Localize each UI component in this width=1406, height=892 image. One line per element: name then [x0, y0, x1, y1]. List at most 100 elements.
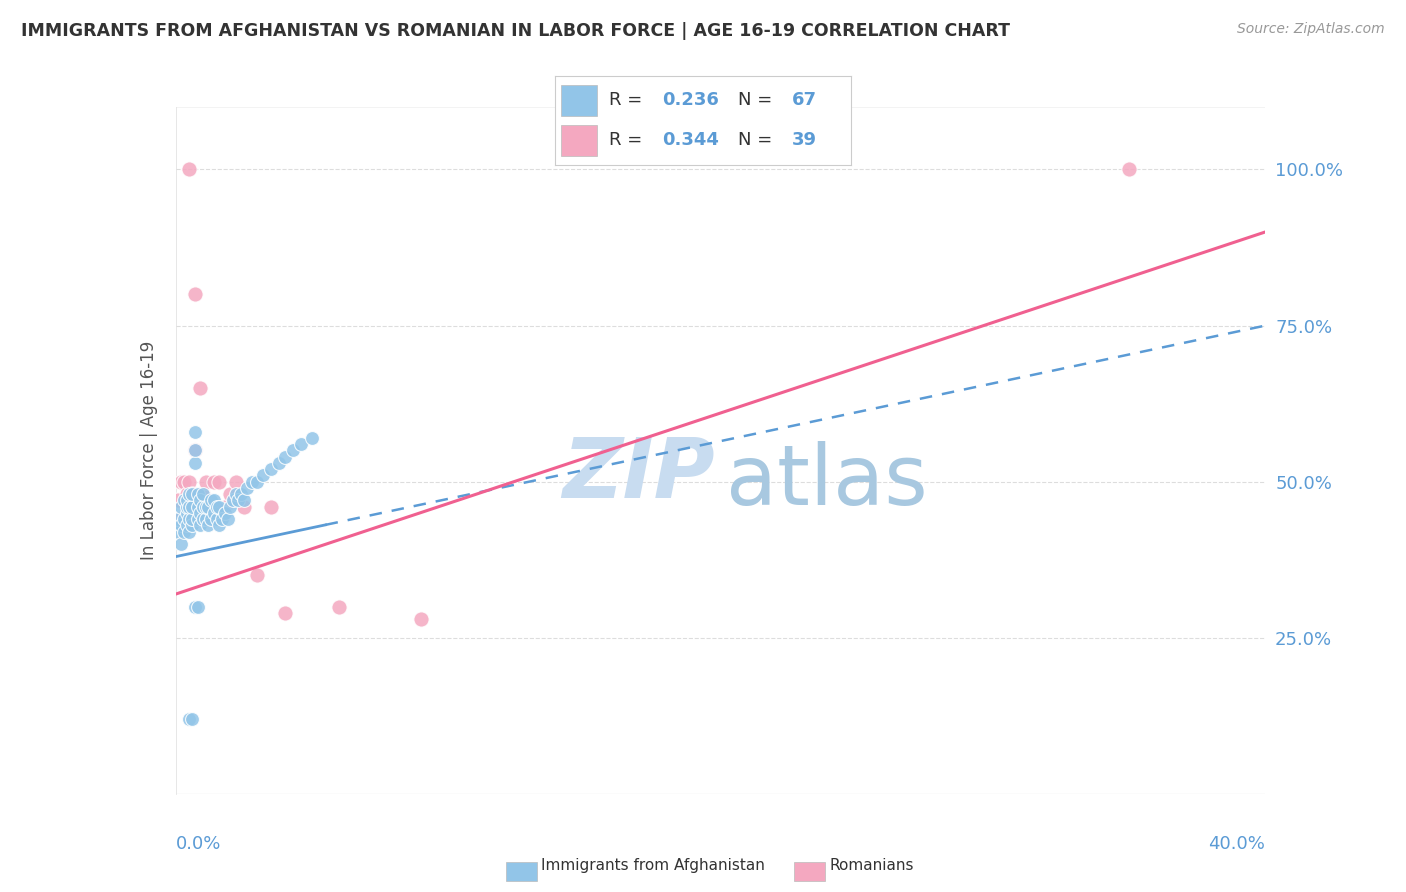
Text: R =: R = — [609, 131, 648, 149]
Point — [205, 500, 228, 514]
Point — [170, 500, 193, 514]
Point — [235, 481, 257, 495]
Point — [181, 512, 204, 526]
Point — [197, 500, 219, 514]
Point — [170, 518, 193, 533]
Point — [176, 512, 198, 526]
Point — [184, 443, 207, 458]
Point — [170, 475, 193, 489]
Point — [281, 443, 304, 458]
Point — [176, 500, 198, 514]
Point — [167, 524, 190, 539]
Point — [225, 487, 247, 501]
Point — [186, 500, 209, 514]
Point — [179, 712, 201, 726]
Point — [290, 437, 312, 451]
Text: Romanians: Romanians — [830, 858, 914, 872]
Point — [197, 518, 219, 533]
Point — [252, 468, 274, 483]
Text: 40.0%: 40.0% — [1209, 835, 1265, 853]
Point — [208, 500, 231, 514]
Point — [231, 487, 253, 501]
Text: 39: 39 — [792, 131, 817, 149]
Point — [179, 512, 201, 526]
Point — [179, 524, 201, 539]
Point — [246, 568, 269, 582]
Point — [197, 500, 219, 514]
Point — [173, 512, 195, 526]
Point — [200, 512, 222, 526]
Point — [167, 512, 190, 526]
Point — [188, 506, 211, 520]
Point — [191, 500, 214, 514]
Point — [186, 599, 209, 614]
Point — [173, 493, 195, 508]
Point — [202, 506, 225, 520]
Point — [219, 500, 242, 514]
Point — [240, 475, 263, 489]
Point — [246, 475, 269, 489]
Point — [184, 456, 207, 470]
Text: IMMIGRANTS FROM AFGHANISTAN VS ROMANIAN IN LABOR FORCE | AGE 16-19 CORRELATION C: IMMIGRANTS FROM AFGHANISTAN VS ROMANIAN … — [21, 22, 1010, 40]
Point — [186, 500, 209, 514]
Point — [328, 599, 350, 614]
Point — [173, 512, 195, 526]
Point — [170, 512, 193, 526]
Point — [176, 493, 198, 508]
Point — [274, 606, 297, 620]
Point — [200, 512, 222, 526]
Point — [181, 487, 204, 501]
Point — [205, 512, 228, 526]
Point — [214, 506, 236, 520]
Point — [191, 512, 214, 526]
Point — [202, 493, 225, 508]
Point — [205, 500, 228, 514]
Point — [194, 500, 217, 514]
Text: 67: 67 — [792, 91, 817, 109]
Text: N =: N = — [738, 91, 779, 109]
Point — [181, 500, 204, 514]
Point — [211, 512, 233, 526]
Point — [260, 500, 283, 514]
Text: atlas: atlas — [725, 441, 928, 522]
Point — [232, 493, 254, 508]
Point — [274, 450, 297, 464]
Point — [219, 487, 242, 501]
FancyBboxPatch shape — [561, 125, 596, 156]
Text: 0.0%: 0.0% — [176, 835, 221, 853]
Point — [179, 162, 201, 177]
Text: R =: R = — [609, 91, 648, 109]
Point — [181, 512, 204, 526]
Point — [179, 487, 201, 501]
Point — [188, 381, 211, 395]
Point — [179, 500, 201, 514]
Point — [191, 487, 214, 501]
Point — [186, 512, 209, 526]
Point — [176, 518, 198, 533]
Point — [191, 512, 214, 526]
Point — [179, 512, 201, 526]
Point — [176, 506, 198, 520]
Point — [222, 493, 245, 508]
Point — [184, 512, 207, 526]
Text: Source: ZipAtlas.com: Source: ZipAtlas.com — [1237, 22, 1385, 37]
Point — [194, 512, 217, 526]
Point — [188, 493, 211, 508]
Text: Immigrants from Afghanistan: Immigrants from Afghanistan — [541, 858, 765, 872]
Point — [167, 512, 190, 526]
Text: 0.344: 0.344 — [662, 131, 718, 149]
Point — [173, 524, 195, 539]
Point — [225, 475, 247, 489]
Point — [186, 512, 209, 526]
Point — [208, 475, 231, 489]
Text: In Labor Force | Age 16-19: In Labor Force | Age 16-19 — [139, 341, 157, 560]
Point — [167, 493, 190, 508]
Point — [301, 431, 323, 445]
Point — [232, 500, 254, 514]
Point — [409, 612, 432, 626]
Point — [228, 493, 250, 508]
Point — [1118, 162, 1140, 177]
Point — [188, 493, 211, 508]
Text: ZIP: ZIP — [562, 434, 716, 515]
Point — [217, 512, 239, 526]
